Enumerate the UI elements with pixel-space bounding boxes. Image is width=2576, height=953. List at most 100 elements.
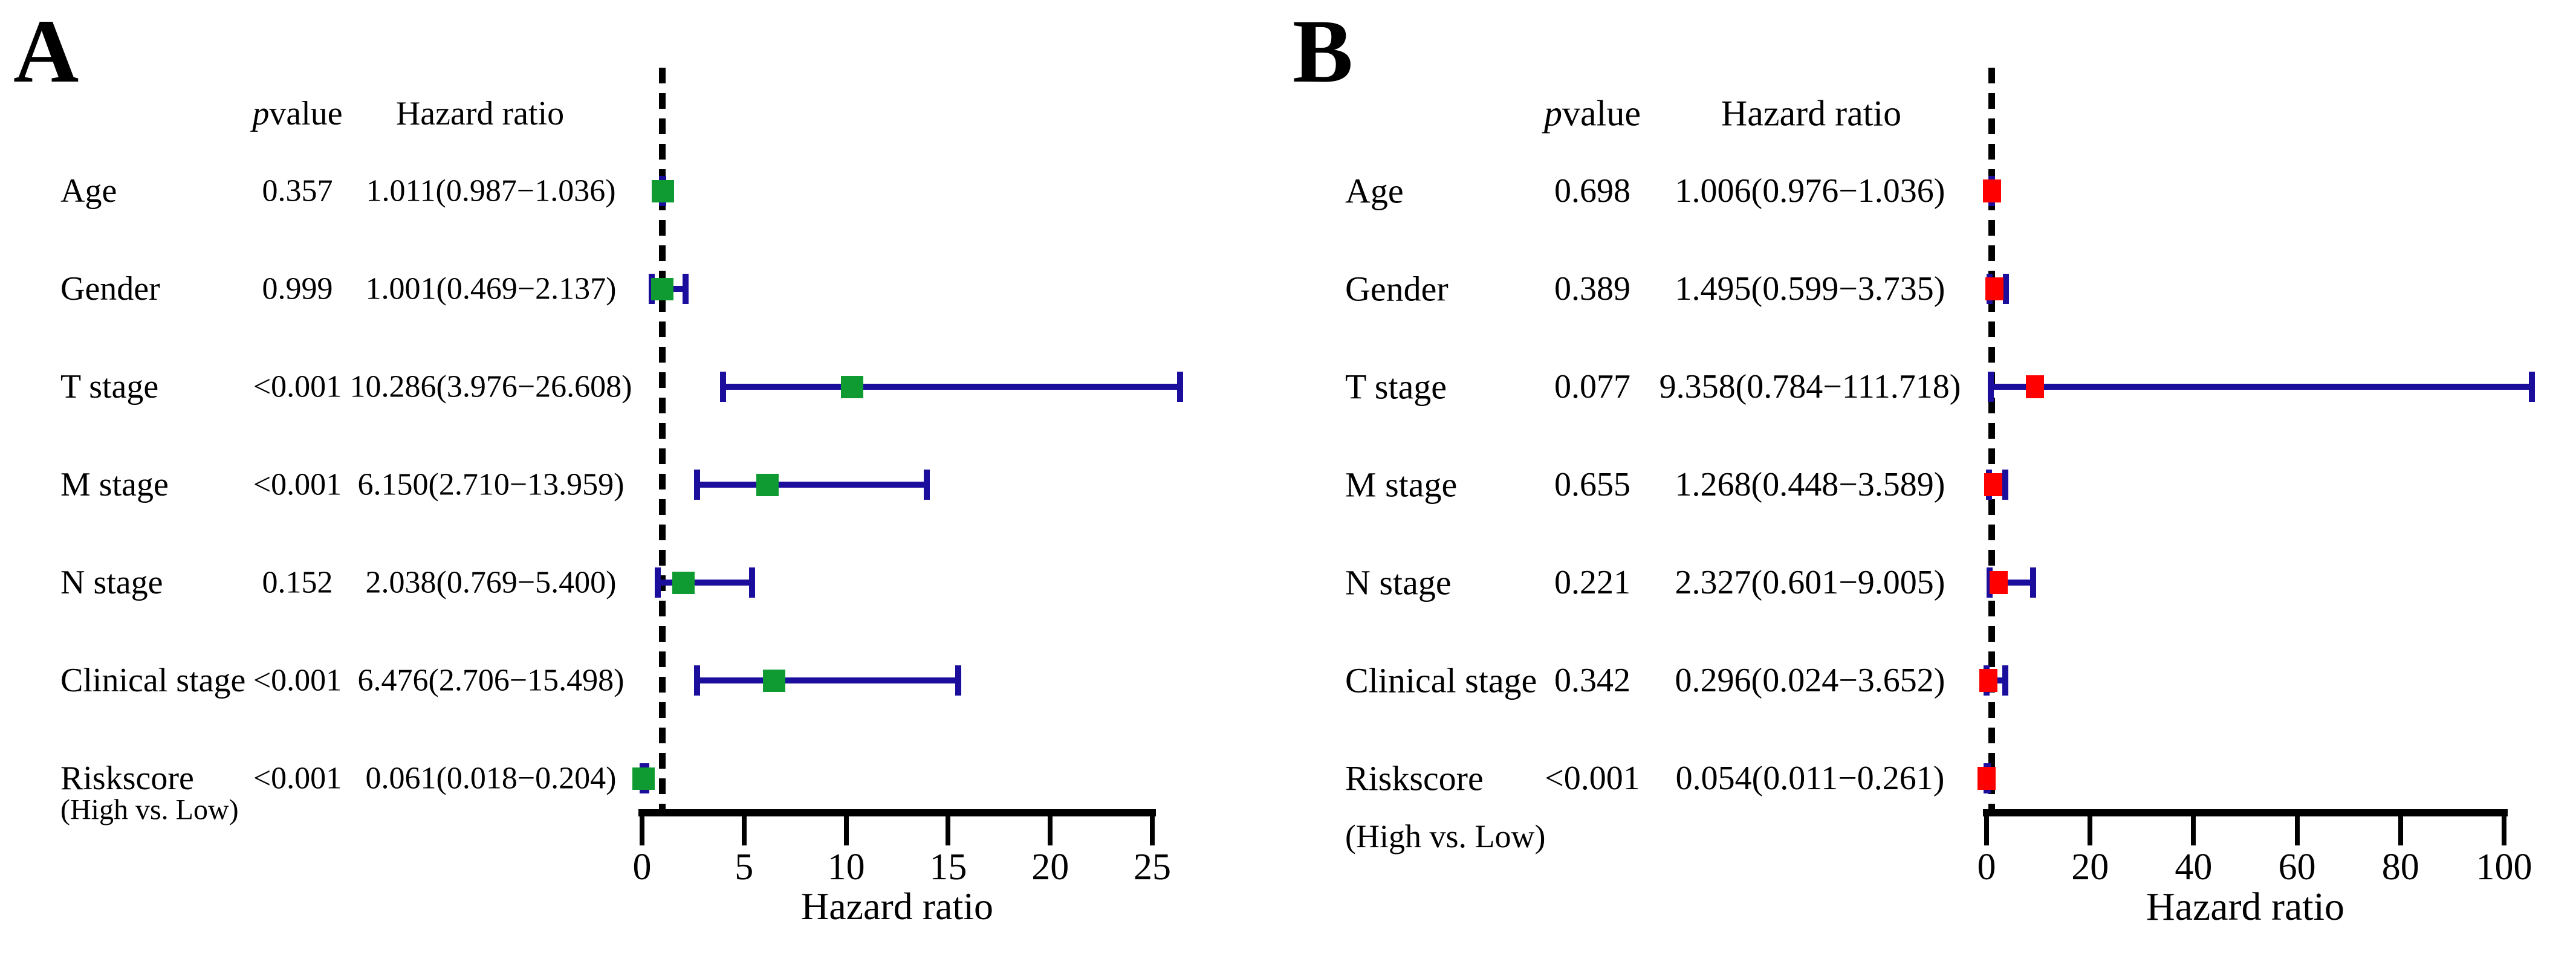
row-hr-text: 1.001(0.469−2.137) (365, 271, 617, 306)
ci-bar (723, 384, 1180, 390)
hr-marker (2026, 375, 2045, 398)
ci-bar (657, 580, 753, 586)
row-hr-text: 1.011(0.987−1.036) (366, 173, 616, 208)
hr-marker (651, 277, 674, 300)
row-label: Gender (60, 270, 160, 308)
row-pvalue: 0.389 (1554, 270, 1630, 308)
row-pvalue: <0.001 (1545, 760, 1640, 797)
x-axis-tick (2398, 813, 2403, 845)
x-axis-tick (2191, 813, 2196, 845)
row-label: N stage (60, 564, 163, 601)
x-axis-tick-label: 100 (2476, 847, 2532, 888)
ci-cap-high (955, 665, 962, 696)
ci-bar (697, 677, 959, 683)
row-label: T stage (1345, 367, 1447, 407)
x-axis-line (1983, 809, 2508, 816)
reference-line (659, 68, 666, 809)
x-axis-title: Hazard ratio (800, 885, 994, 928)
hr-marker (1989, 571, 2008, 594)
ci-cap-high (1177, 372, 1183, 402)
ci-bar (697, 482, 927, 488)
hr-marker (1977, 767, 1996, 790)
x-axis-tick-label: 0 (632, 847, 652, 888)
row-hr-text: 1.268(0.448−3.589) (1675, 466, 1945, 503)
row-pvalue: 0.077 (1554, 368, 1630, 405)
x-axis-tick (1048, 813, 1053, 845)
x-axis-tick (843, 813, 849, 845)
x-axis-tick (640, 813, 644, 845)
hr-marker (1982, 179, 2001, 202)
ci-cap-high (2002, 274, 2009, 304)
ci-cap-high (2002, 665, 2009, 696)
row-label: N stage (1345, 563, 1452, 602)
row-hr-text: 2.038(0.769−5.400) (365, 565, 617, 600)
row-pvalue: 0.152 (262, 565, 333, 600)
row-pvalue: 0.221 (1554, 564, 1630, 601)
ci-cap-low (1987, 372, 1994, 402)
x-axis-tick (1984, 813, 1989, 845)
row-hr-text: 0.296(0.024−3.652) (1675, 662, 1945, 699)
row-hr-text: 9.358(0.784−111.718) (1659, 368, 1961, 405)
x-axis-tick (2088, 813, 2093, 845)
x-axis-tick (1150, 813, 1155, 845)
row-label: Age (1345, 171, 1404, 211)
ci-cap-high (2002, 470, 2008, 500)
x-axis-line (638, 809, 1156, 816)
ci-cap-high (2030, 567, 2037, 598)
row-label: Riskscore (1345, 758, 1484, 798)
ci-cap-low (654, 567, 661, 598)
ci-cap-high (683, 274, 689, 304)
x-axis-tick-label: 5 (735, 847, 754, 888)
column-header-pvalue: pvalue (1544, 93, 1641, 135)
column-header-hazard-ratio: Hazard ratio (395, 95, 565, 132)
hr-marker (763, 669, 786, 692)
row-hr-text: 2.327(0.601−9.005) (1675, 564, 1945, 601)
hr-marker (1984, 473, 2002, 496)
column-header-hazard-ratio: Hazard ratio (1721, 93, 1902, 134)
column-header-pvalue: pvalue (252, 94, 342, 133)
row-label: Age (60, 172, 117, 210)
ci-bar (1990, 580, 2034, 586)
hr-marker (840, 375, 863, 398)
ci-cap-high (924, 470, 930, 500)
x-axis-tick (2294, 813, 2300, 845)
x-axis-tick-label: 20 (1031, 847, 1069, 888)
x-axis-tick-label: 60 (2278, 847, 2316, 888)
row-label: Clinical stage (1345, 661, 1537, 700)
ci-cap-low (694, 665, 701, 696)
ci-cap-high (2529, 372, 2535, 402)
hr-marker (651, 179, 674, 202)
row-label: M stage (60, 466, 169, 503)
row-pvalue: <0.001 (253, 369, 342, 404)
x-axis-tick (2502, 813, 2506, 845)
x-axis-tick (741, 813, 747, 845)
x-axis-tick-label: 10 (827, 847, 865, 888)
x-axis-tick (946, 813, 951, 845)
row-pvalue: 0.342 (1554, 662, 1630, 699)
row-label: Riskscore (60, 760, 194, 797)
x-axis-tick-label: 40 (2175, 847, 2213, 888)
ci-cap-low (720, 372, 727, 402)
row-hr-text: 6.150(2.710−13.959) (357, 467, 625, 502)
x-axis-tick-label: 20 (2071, 847, 2109, 888)
row-pvalue: 0.698 (1554, 172, 1630, 210)
row-hr-text: 0.054(0.011−0.261) (1675, 760, 1945, 797)
x-axis-tick-label: 80 (2381, 847, 2419, 888)
reference-line (1988, 68, 1996, 809)
row-pvalue: <0.001 (253, 467, 342, 502)
pvalue-italic-p: p (252, 95, 270, 132)
panel-label-b: B (1293, 1, 1354, 102)
ci-cap-low (694, 470, 701, 500)
hr-marker (672, 571, 695, 594)
row-pvalue: 0.999 (262, 271, 333, 306)
panel-label-a: A (13, 1, 79, 102)
pvalue-rest: value (269, 95, 343, 132)
row-pvalue: <0.001 (253, 663, 342, 698)
row-pvalue: 0.357 (262, 173, 333, 208)
hr-marker (632, 767, 655, 790)
row-label: Clinical stage (60, 662, 246, 699)
row-label: T stage (60, 368, 159, 405)
hr-marker (756, 473, 779, 496)
row-label: Gender (1345, 269, 1449, 309)
x-axis-tick-label: 15 (929, 847, 967, 888)
